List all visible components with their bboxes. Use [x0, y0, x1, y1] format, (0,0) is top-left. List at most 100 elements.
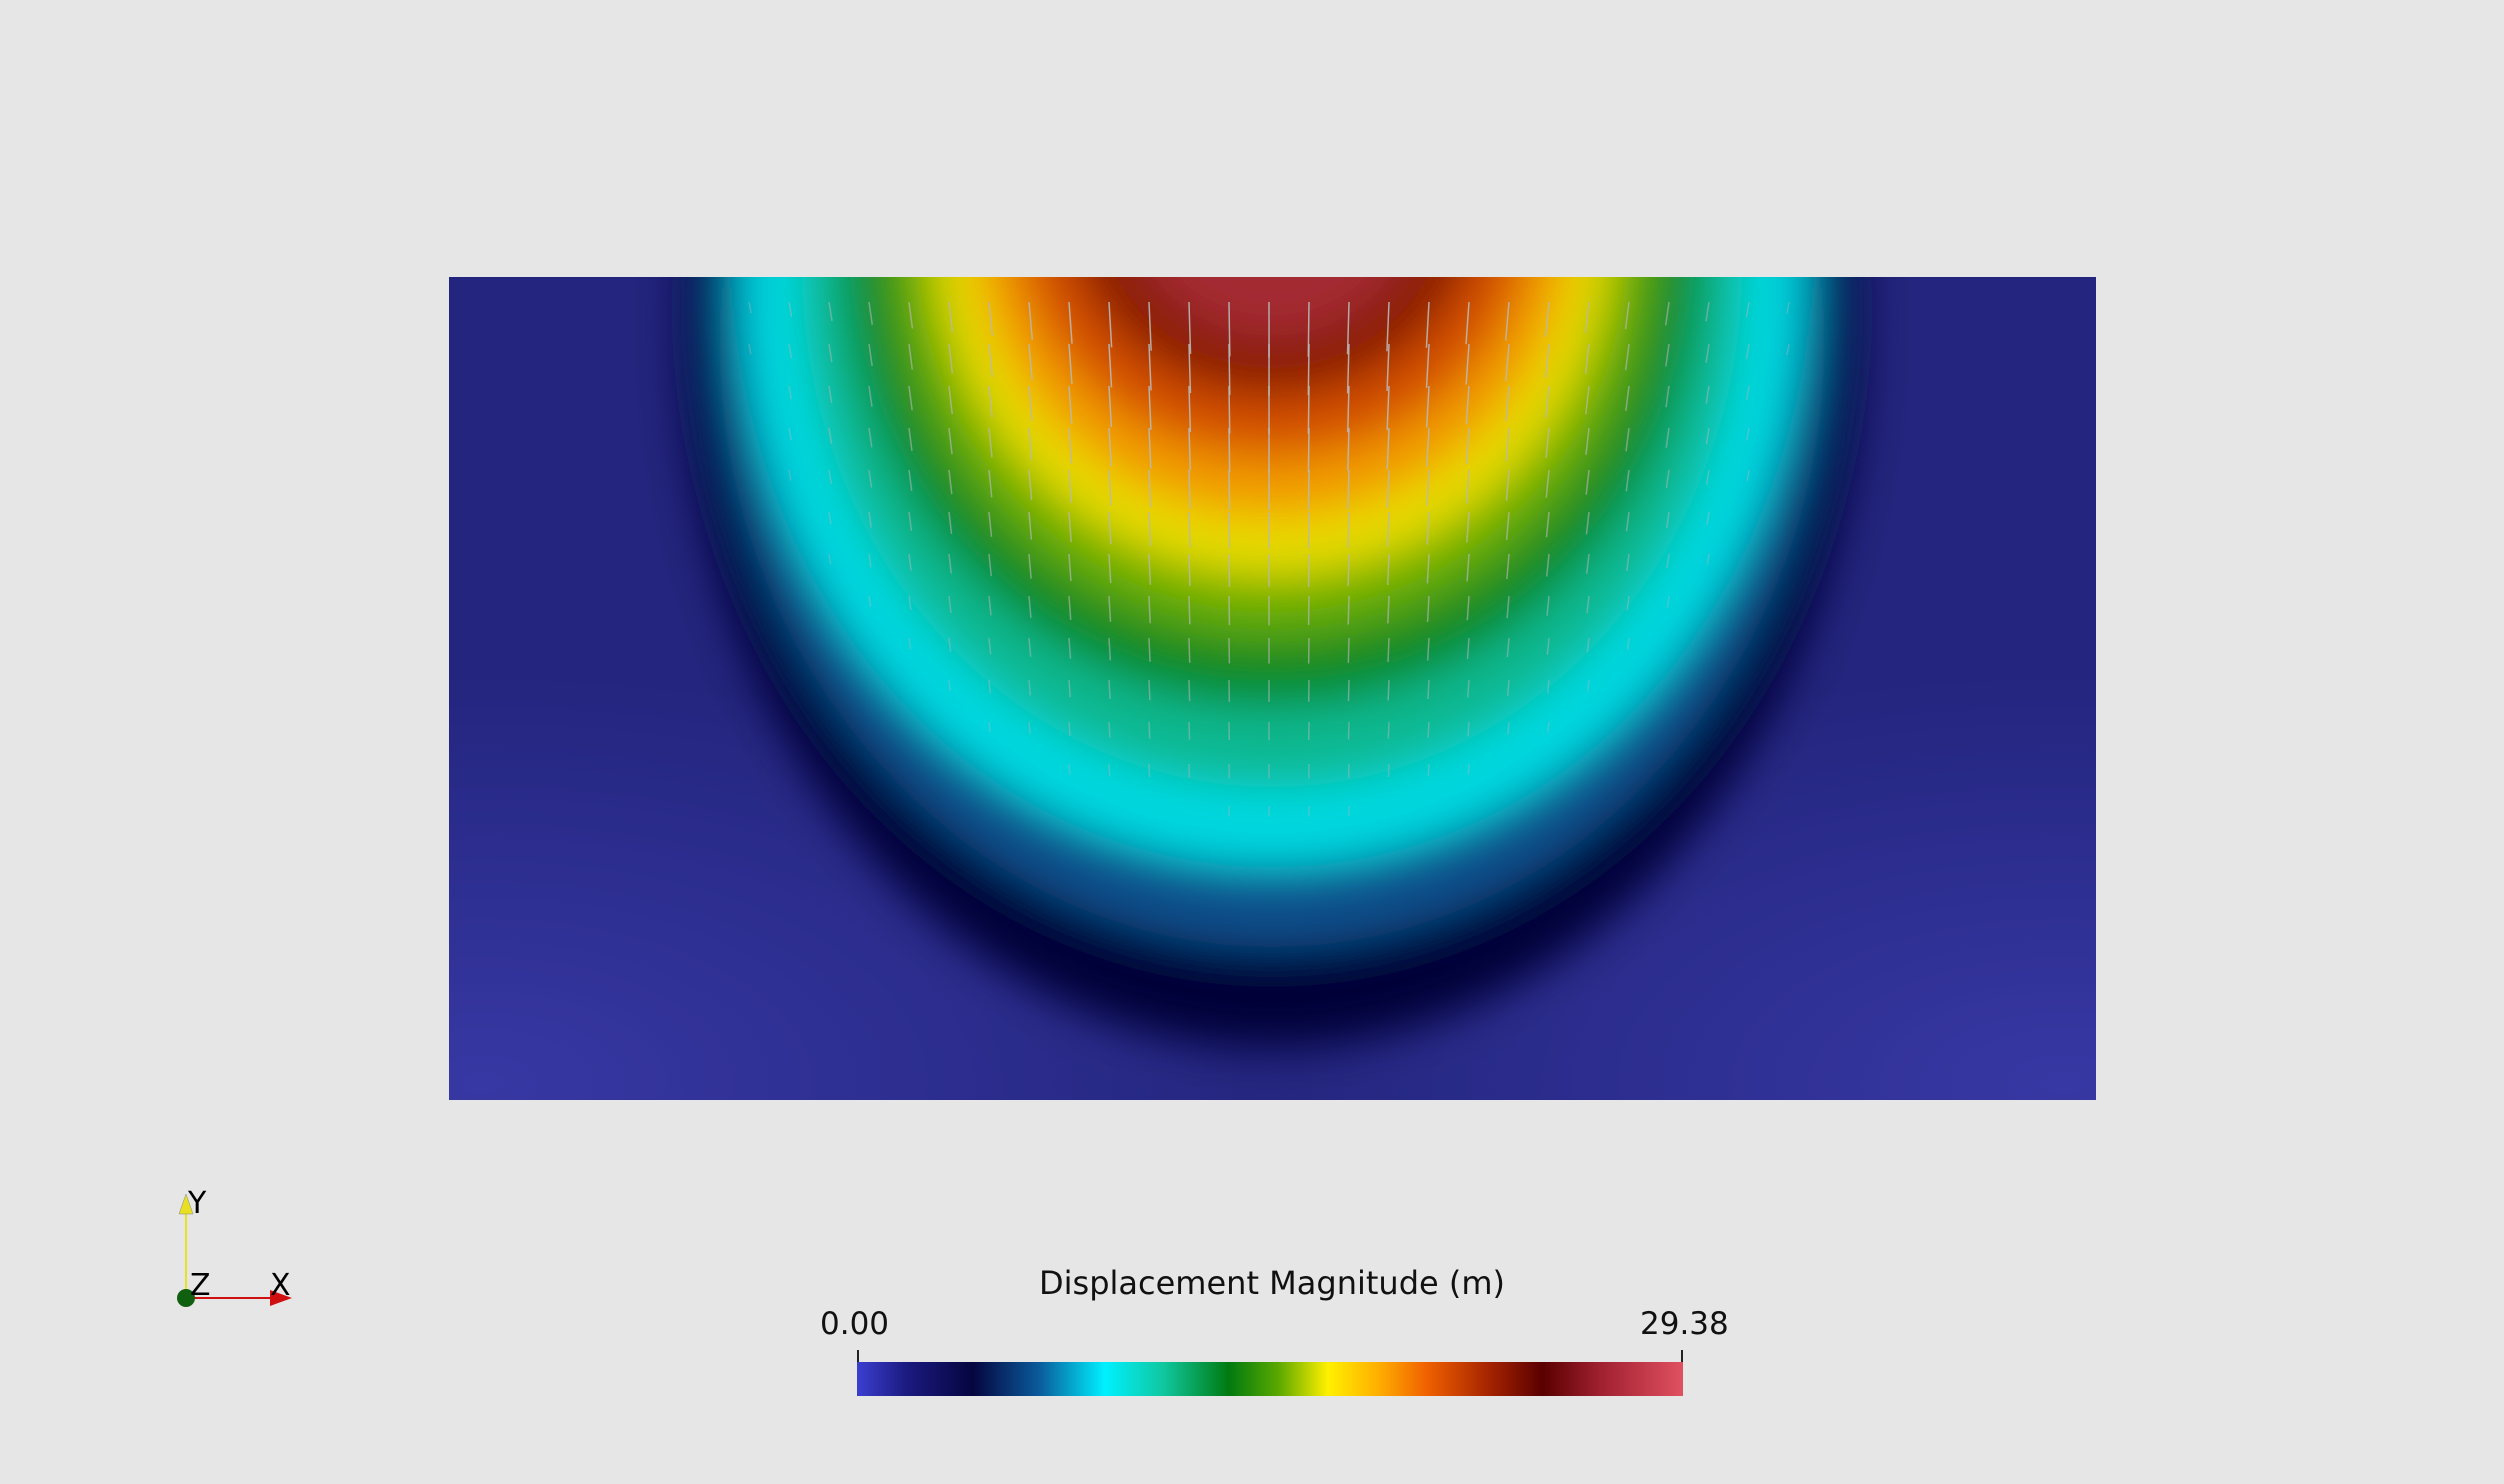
vector-glyph — [1786, 301, 1790, 314]
vector-glyph — [1148, 343, 1152, 391]
vector-glyph — [748, 301, 752, 314]
vector-glyph — [1108, 679, 1111, 699]
vector-glyph — [1346, 343, 1350, 394]
vector-glyph — [1148, 679, 1151, 701]
vector-glyph — [1347, 679, 1350, 702]
vector-glyph — [788, 385, 793, 400]
vector-glyph — [1746, 427, 1750, 441]
vector-glyph — [1465, 301, 1470, 345]
vector-glyph — [1584, 343, 1590, 374]
y-axis-arrow-icon — [178, 1193, 194, 1215]
vector-glyph — [868, 385, 873, 407]
vector-glyph — [1465, 385, 1470, 425]
colorbar-title: Displacement Magnitude (m) — [1039, 1264, 1505, 1302]
vector-glyph — [1466, 637, 1470, 659]
vector-glyph — [1347, 553, 1350, 587]
vector-glyph — [1504, 301, 1510, 341]
vector-glyph — [1786, 343, 1790, 356]
vector-glyph — [1706, 511, 1710, 525]
vector-glyph — [988, 721, 991, 733]
vector-glyph — [828, 385, 833, 404]
displacement-field-plot[interactable] — [449, 277, 2096, 1100]
vector-glyph — [908, 301, 914, 329]
vector-glyph — [1585, 385, 1590, 415]
vector-glyph — [1426, 595, 1430, 623]
vector-glyph — [1188, 427, 1192, 471]
vector-glyph — [1745, 343, 1750, 359]
vector-glyph — [1068, 763, 1071, 775]
colorbar-gradient — [857, 1362, 1683, 1396]
vector-glyph — [1068, 343, 1073, 385]
vector-glyph — [828, 343, 833, 363]
vector-glyph — [828, 301, 833, 321]
vector-glyph — [868, 553, 872, 568]
vector-glyph — [1148, 553, 1152, 585]
vector-glyph — [1546, 679, 1550, 694]
vector-glyph — [1386, 427, 1390, 470]
vector-glyph — [948, 553, 952, 574]
vector-glyph — [1466, 553, 1470, 582]
vector-glyph — [948, 679, 952, 692]
vector-glyph — [1427, 763, 1430, 777]
vector-glyph — [1028, 679, 1032, 696]
x-axis-arrow-icon — [270, 1290, 292, 1306]
vector-glyph — [1586, 679, 1590, 692]
vector-glyph — [1425, 301, 1430, 348]
z-axis-dot-icon — [177, 1289, 195, 1307]
vector-glyph — [868, 469, 873, 488]
vector-glyph — [1665, 385, 1670, 408]
vector-glyph — [1425, 385, 1430, 428]
vector-glyph — [1108, 637, 1112, 661]
vector-glyph — [1625, 511, 1630, 532]
vector-glyph — [988, 511, 993, 537]
orientation-axes — [177, 1193, 292, 1307]
vector-glyph — [1505, 469, 1510, 501]
vector-glyph — [1466, 511, 1470, 543]
vector-glyph — [1068, 553, 1072, 582]
vector-glyph — [988, 343, 994, 378]
vector-glyph — [1188, 553, 1191, 587]
vector-glyph — [948, 637, 952, 653]
vector-glyph — [1664, 301, 1670, 326]
vector-glyph — [1546, 595, 1550, 616]
vector-glyph — [1188, 679, 1191, 702]
vector-glyph — [1386, 301, 1390, 352]
vector-glyph — [1068, 427, 1073, 464]
vector-glyph — [1665, 511, 1670, 529]
vector-glyph — [1546, 637, 1550, 655]
vector-glyph — [1386, 469, 1390, 508]
vector-glyph — [1028, 385, 1033, 421]
vector-glyph — [1068, 595, 1072, 620]
vector-glyph — [1467, 679, 1470, 698]
vector-glyph — [1068, 301, 1073, 344]
magnitude-bands — [682, 277, 1862, 1047]
vector-glyph — [1426, 553, 1430, 584]
vector-glyph — [1505, 343, 1510, 382]
vector-glyph — [1307, 427, 1310, 472]
vector-glyph — [1188, 511, 1191, 548]
vector-glyph — [1108, 385, 1113, 428]
vector-glyph — [1426, 427, 1430, 467]
vector-glyph — [1626, 595, 1630, 611]
vector-glyph — [1108, 511, 1112, 545]
vector-glyph — [1148, 763, 1151, 778]
vector-glyph — [1068, 721, 1071, 737]
vector-glyph — [1465, 343, 1470, 385]
vector-glyph — [988, 637, 992, 655]
vector-glyph — [1228, 385, 1231, 434]
vector-glyph — [868, 427, 873, 448]
vector-glyph — [1068, 469, 1073, 504]
vector-glyph — [1507, 721, 1510, 735]
vector-glyph — [828, 553, 832, 565]
vector-glyph — [1347, 637, 1350, 663]
vector-glyph — [1745, 385, 1750, 400]
vector-glyph — [1505, 385, 1510, 422]
vector-glyph — [1148, 427, 1152, 469]
vector-glyph — [748, 343, 752, 355]
vector-glyph — [1544, 343, 1550, 378]
vector-glyph — [1387, 595, 1390, 624]
vector-glyph — [1506, 679, 1510, 696]
vector-glyph — [1068, 385, 1073, 425]
vector-glyph — [1705, 343, 1710, 363]
